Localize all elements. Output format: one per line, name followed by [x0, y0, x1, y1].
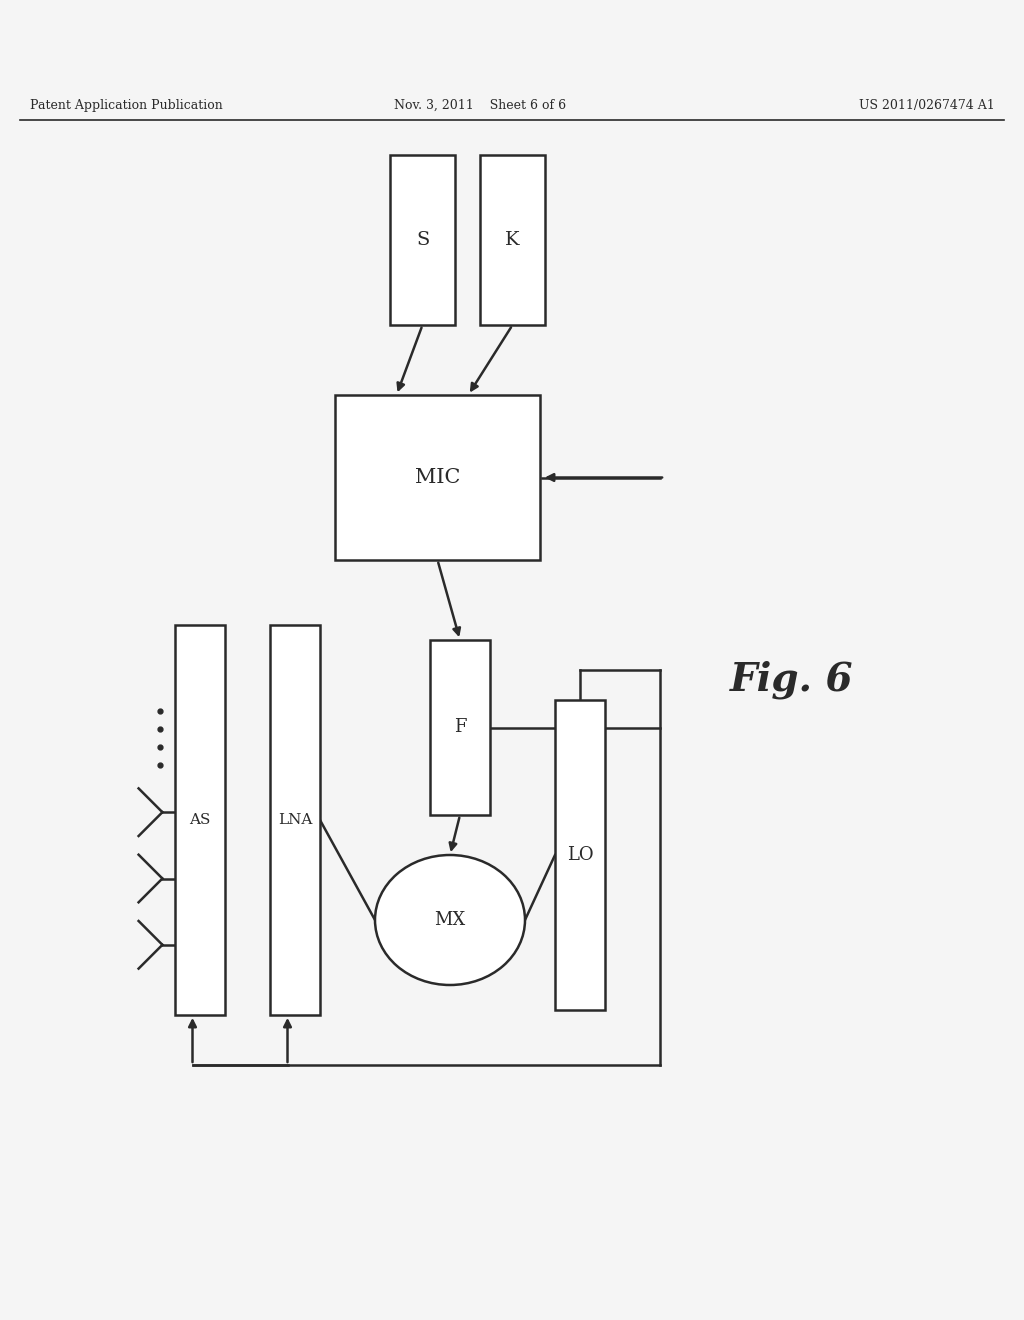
Text: US 2011/0267474 A1: US 2011/0267474 A1 [859, 99, 995, 111]
Bar [270, 624, 319, 1015]
Text: F: F [454, 718, 466, 737]
Text: S: S [416, 231, 429, 249]
Bar [480, 154, 545, 325]
Text: Fig. 6: Fig. 6 [730, 661, 853, 700]
Ellipse shape [375, 855, 525, 985]
Bar [390, 154, 455, 325]
Bar [175, 624, 225, 1015]
Text: AS: AS [189, 813, 211, 828]
Text: LO: LO [566, 846, 593, 865]
Bar [555, 700, 605, 1010]
Bar [335, 395, 540, 560]
Text: MX: MX [434, 911, 466, 929]
Text: Patent Application Publication: Patent Application Publication [30, 99, 223, 111]
Bar [430, 640, 490, 814]
Text: K: K [505, 231, 520, 249]
Text: Nov. 3, 2011    Sheet 6 of 6: Nov. 3, 2011 Sheet 6 of 6 [394, 99, 566, 111]
Text: MIC: MIC [415, 469, 460, 487]
Text: LNA: LNA [278, 813, 312, 828]
